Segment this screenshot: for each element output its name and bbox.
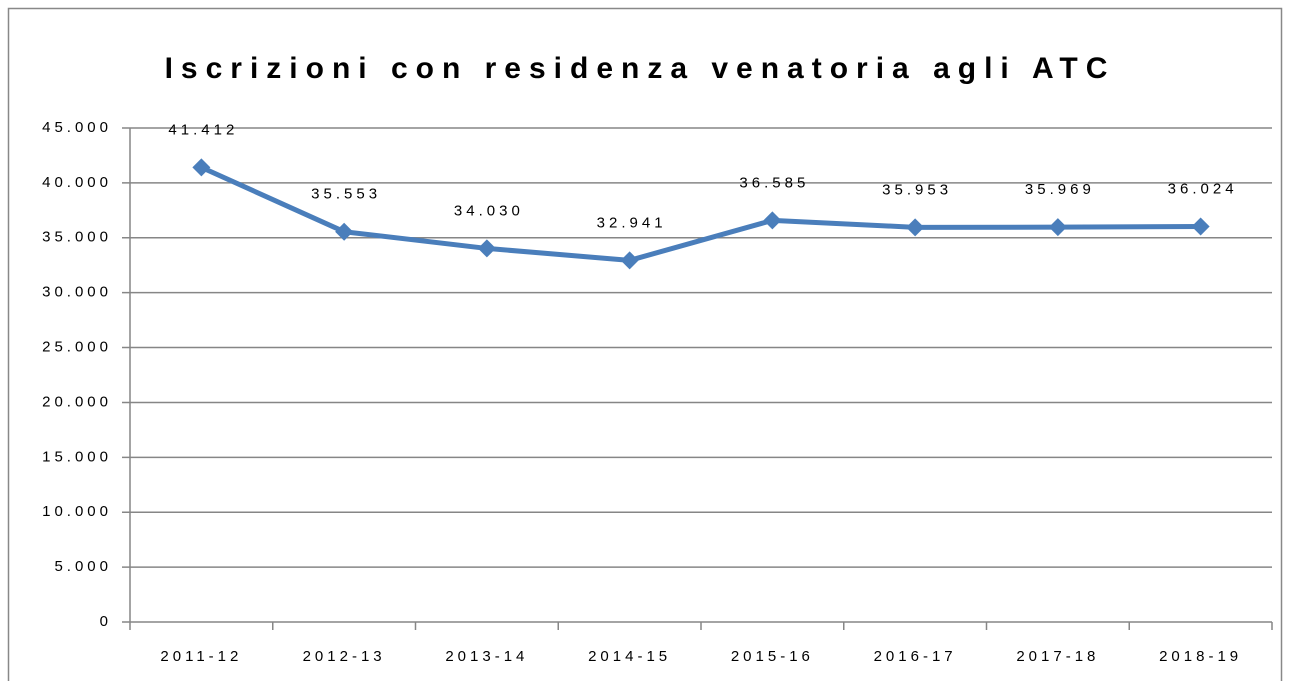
y-tick-label: 20.000 — [42, 393, 112, 410]
data-label: 36.024 — [1168, 181, 1238, 198]
data-label: 35.969 — [1025, 181, 1095, 198]
y-tick-label: 45.000 — [42, 119, 112, 136]
x-tick-label: 2013-14 — [445, 648, 528, 665]
y-tick-label: 0 — [100, 613, 112, 630]
y-tick-label: 5.000 — [54, 558, 112, 575]
chart-border — [7, 7, 1283, 686]
marker — [1048, 218, 1067, 237]
marker — [477, 239, 496, 258]
x-tick-label: 2017-18 — [1016, 648, 1099, 665]
marker — [335, 222, 354, 241]
y-tick-label: 30.000 — [42, 284, 112, 301]
y-tick-label: 40.000 — [42, 174, 112, 191]
data-label: 36.585 — [739, 174, 809, 191]
data-label: 34.030 — [454, 202, 524, 219]
marker — [620, 251, 639, 270]
marker — [192, 158, 211, 177]
data-label: 32.941 — [597, 214, 667, 231]
data-label: 35.553 — [311, 186, 381, 203]
data-label: 41.412 — [168, 121, 238, 138]
x-tick-label: 2011-12 — [160, 648, 242, 665]
x-tick-label: 2015-16 — [731, 648, 814, 665]
y-tick-label: 15.000 — [42, 448, 112, 465]
marker — [906, 218, 925, 237]
chart-title: Iscrizioni con residenza venatoria agli … — [165, 52, 1116, 85]
line — [200, 165, 1201, 263]
x-tick-label: 2014-15 — [588, 648, 671, 665]
y-tick-label: 25.000 — [42, 339, 112, 356]
x-tick-label: 2012-13 — [303, 648, 386, 665]
y-tick-label: 35.000 — [42, 229, 112, 246]
x-tick-label: 2018-19 — [1159, 648, 1242, 665]
marker — [1191, 217, 1210, 236]
x-tick-label: 2016-17 — [874, 648, 957, 665]
marker — [763, 211, 782, 230]
y-tick-label: 10.000 — [42, 503, 112, 520]
data-label: 35.953 — [882, 181, 952, 198]
